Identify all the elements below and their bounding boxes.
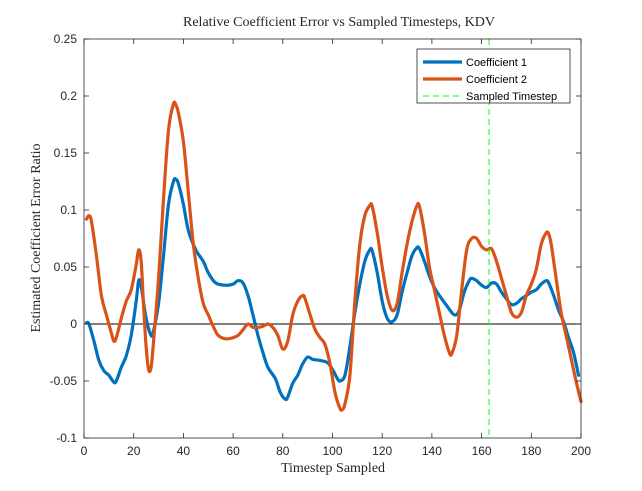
x-tick-label: 80 [276,444,290,458]
y-tick-label: -0.05 [50,374,78,388]
y-axis-ticks: -0.1 -0.05 0 0.05 0.1 0.15 0.2 0.25 [50,32,581,445]
x-tick-label: 60 [226,444,240,458]
x-tick-label: 180 [521,444,541,458]
data-lines [84,39,583,438]
y-tick-label: 0.2 [60,89,77,103]
y-tick-label: 0.25 [54,32,78,46]
x-tick-label: 160 [472,444,492,458]
y-tick-label: -0.1 [56,431,77,445]
series-line-2 [84,100,583,412]
x-tick-label: 200 [571,444,591,458]
legend-label-1: Coefficient 1 [466,57,527,69]
chart-title: Relative Coefficient Error vs Sampled Ti… [183,15,495,30]
x-tick-label: 140 [422,444,442,458]
x-tick-label: 100 [322,444,342,458]
x-axis-label: Timestep Sampled [281,461,385,476]
plot-area: 0 20 40 60 80 100 120 140 160 180 200 -0.1 -0.05 0 0.… [50,32,592,458]
x-tick-label: 0 [81,444,88,458]
y-axis-label: Estimated Coefficient Error Ratio [29,143,44,332]
y-tick-label: 0.1 [60,203,77,217]
y-tick-label: 0.05 [54,260,78,274]
x-axis-ticks: 0 20 40 60 80 100 120 140 160 180 200 [81,39,591,458]
x-tick-label: 20 [127,444,141,458]
legend: Coefficient 1 Coefficient 2 Sampled Timest… [416,48,571,104]
legend-entries: Coefficient 1 Coefficient 2 Sampled Timest… [423,57,557,103]
legend-box [416,48,571,104]
x-tick-label: 40 [177,444,191,458]
legend-label-2: Coefficient 2 [466,74,527,86]
x-tick-label: 120 [372,444,392,458]
y-tick-label: 0 [70,317,77,331]
legend-label-3: Sampled Timestep [466,91,557,103]
y-tick-label: 0.15 [54,146,78,160]
